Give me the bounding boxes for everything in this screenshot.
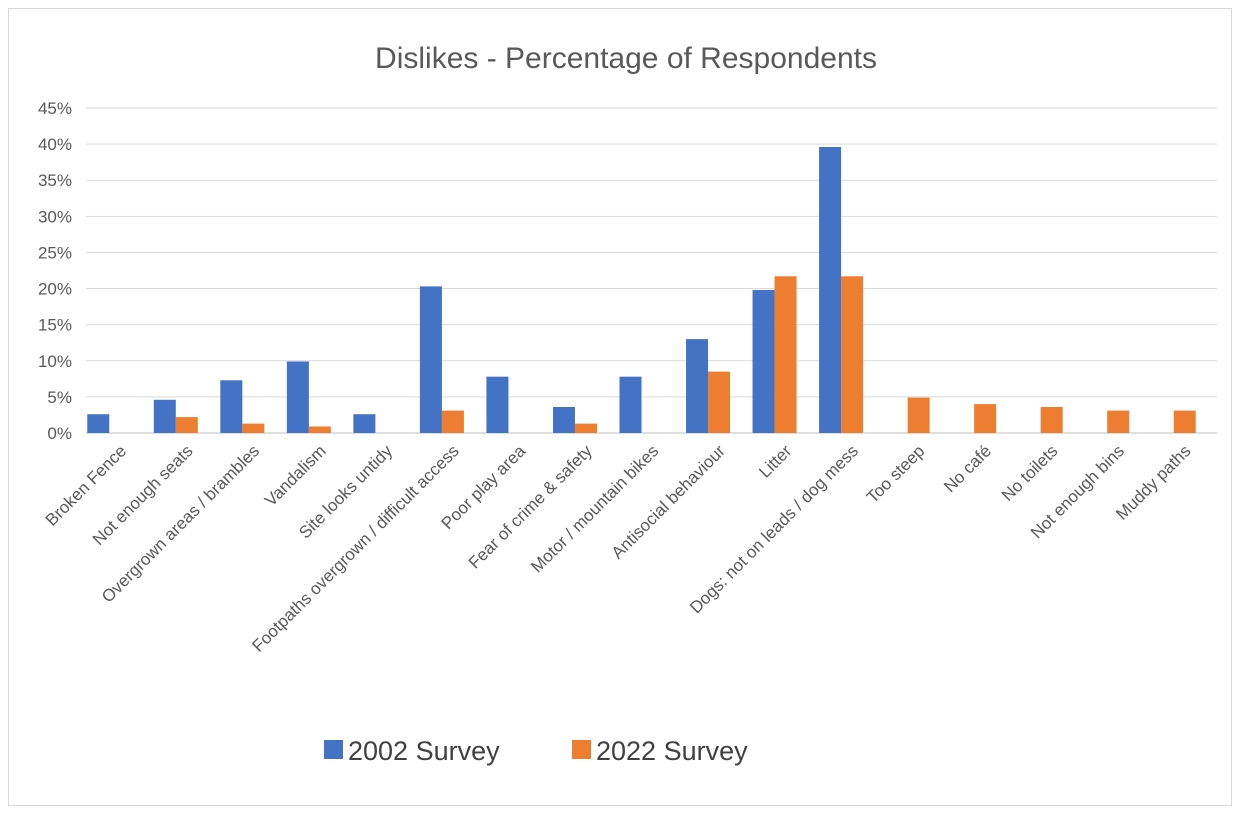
y-tick-label: 25% <box>38 243 72 262</box>
bar-2002-7 <box>552 407 575 433</box>
bar-2022-7 <box>574 423 597 433</box>
chart-title: Dislikes - Percentage of Respondents <box>375 42 877 75</box>
bar-2022-11 <box>841 276 864 433</box>
x-category-label: Too steep <box>863 441 929 507</box>
bar-2002-11 <box>819 147 842 433</box>
bar-2002-5 <box>419 286 442 433</box>
y-tick-label: 5% <box>47 388 72 407</box>
bar-2022-1 <box>175 417 198 433</box>
x-category-label: Vandalism <box>261 441 330 510</box>
y-tick-label: 30% <box>38 207 72 226</box>
bar-2022-15 <box>1107 410 1130 433</box>
bar-2002-9 <box>686 339 709 433</box>
y-tick-label: 40% <box>38 135 72 154</box>
x-category-label: Litter <box>755 441 795 481</box>
x-category-label: Antisocial behaviour <box>608 441 729 562</box>
bar-2022-14 <box>1040 407 1063 433</box>
legend-label-1: 2022 Survey <box>596 736 748 766</box>
gridlines <box>86 107 1217 434</box>
bar-2022-3 <box>308 426 331 433</box>
bar-2002-0 <box>87 414 110 433</box>
y-tick-label: 10% <box>38 352 72 371</box>
bar-2002-10 <box>752 290 775 433</box>
x-category-label: No toilets <box>998 441 1062 505</box>
legend-swatch-0 <box>324 740 343 759</box>
bar-2002-8 <box>619 376 642 433</box>
y-tick-label: 20% <box>38 280 72 299</box>
bar-2022-9 <box>708 371 731 433</box>
bar-2002-2 <box>220 380 243 433</box>
legend-label-0: 2002 Survey <box>348 736 500 766</box>
y-tick-label: 45% <box>38 99 72 118</box>
bar-2002-1 <box>153 399 176 433</box>
bar-2002-3 <box>286 361 309 433</box>
bar-2022-5 <box>441 410 464 433</box>
x-category-label: Motor / mountain bikes <box>527 441 662 576</box>
bars <box>87 147 1196 433</box>
bar-2022-10 <box>774 276 797 433</box>
bar-2022-12 <box>907 397 930 433</box>
x-category-label: No café <box>940 441 995 496</box>
legend-swatch-1 <box>572 740 591 759</box>
bar-2022-16 <box>1173 410 1196 433</box>
y-tick-label: 35% <box>38 171 72 190</box>
y-tick-label: 15% <box>38 316 72 335</box>
y-tick-label: 0% <box>47 424 72 443</box>
bar-2002-6 <box>486 376 509 433</box>
bar-2022-13 <box>974 404 997 433</box>
bar-2002-4 <box>353 414 376 433</box>
x-category-label: Fear of crime & safety <box>465 441 596 572</box>
y-axis-ticks: 0% 5% 10% 15% 20% 25% 30% 35% 40% 45% <box>38 99 72 443</box>
legend: 2002 Survey 2022 Survey <box>324 736 748 766</box>
bar-2022-2 <box>242 423 265 433</box>
